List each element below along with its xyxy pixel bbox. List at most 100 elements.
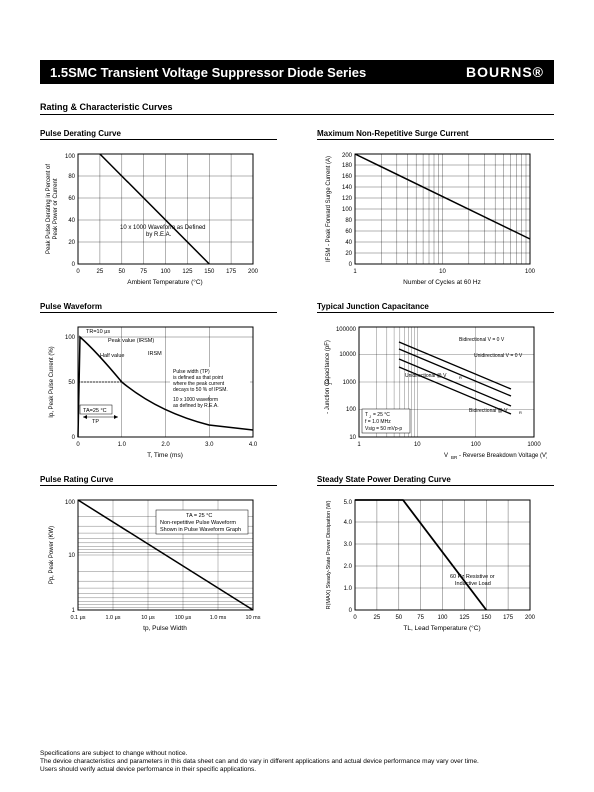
svg-text:Inductive Load: Inductive Load: [455, 581, 491, 587]
svg-text:10000: 10000: [339, 352, 356, 358]
chart-surge-current: Maximum Non-Repetitive Surge Current: [317, 129, 554, 286]
chart-title: Pulse Waveform: [40, 302, 277, 313]
svg-text:R(MAX) Steady-State Power Diss: R(MAX) Steady-State Power Dissipation (W…: [326, 500, 332, 609]
svg-text:Number of Cycles at 60 Hz: Number of Cycles at 60 Hz: [403, 279, 481, 286]
footer-line: The device characteristics and parameter…: [40, 758, 554, 766]
chart-pulse-derating: Pulse Derating Curve: [40, 129, 277, 286]
chart-svg: TR=10 μs Peak value (IRSM) Half value IR…: [40, 319, 270, 459]
svg-text:TL, Lead Temperature (°C): TL, Lead Temperature (°C): [403, 624, 480, 632]
svg-text:100000: 100000: [336, 327, 357, 333]
svg-text:Bidirectional @ V: Bidirectional @ V: [469, 408, 508, 414]
footer-line: Specifications are subject to change wit…: [40, 750, 554, 758]
svg-text:1000: 1000: [343, 380, 357, 386]
svg-text:180: 180: [342, 163, 353, 169]
svg-text:by R.E.A.: by R.E.A.: [146, 232, 172, 238]
svg-text:Peak Pulse Derating in Percent: Peak Pulse Derating in Percent of: [46, 164, 52, 254]
svg-text:125: 125: [459, 615, 470, 621]
svg-text:Ambient Temperature (°C): Ambient Temperature (°C): [127, 278, 202, 286]
svg-text:Pp, Peak Power (KW): Pp, Peak Power (KW): [49, 526, 55, 584]
svg-text:tp, Pulse Width: tp, Pulse Width: [143, 625, 187, 632]
svg-text:50: 50: [68, 380, 75, 386]
svg-text:TR=10 μs: TR=10 μs: [86, 329, 110, 335]
svg-text:100: 100: [160, 269, 171, 275]
svg-text:V: V: [444, 453, 448, 459]
svg-text:2.0: 2.0: [161, 442, 170, 448]
svg-text:3.0: 3.0: [344, 542, 353, 548]
svg-text:0: 0: [349, 608, 353, 614]
svg-text:- Junction Capacitance (pF): - Junction Capacitance (pF): [325, 340, 331, 414]
svg-text:4.0: 4.0: [249, 442, 258, 448]
svg-text:80: 80: [68, 174, 75, 180]
svg-text:140: 140: [342, 185, 353, 191]
chart-svg: 02040 6080100 120140160 180200 110100 Nu…: [317, 146, 547, 286]
chart-title: Pulse Derating Curve: [40, 129, 277, 140]
svg-text:25: 25: [97, 269, 104, 275]
svg-text:25: 25: [374, 615, 381, 621]
svg-text:10: 10: [68, 553, 75, 559]
svg-text:as defined by R.E.A.: as defined by R.E.A.: [173, 403, 219, 409]
svg-text:1.0 ms: 1.0 ms: [210, 615, 227, 621]
svg-text:T, Time (ms): T, Time (ms): [147, 452, 183, 459]
svg-text:100 μs: 100 μs: [175, 615, 192, 621]
chart-pulse-rating: Pulse Rating Curve: [40, 475, 277, 632]
svg-text:20: 20: [68, 240, 75, 246]
svg-text:= 25 °C: = 25 °C: [373, 412, 390, 418]
brand-logo: BOURNS®: [466, 64, 544, 80]
svg-text:125: 125: [182, 269, 193, 275]
svg-text:100: 100: [65, 335, 76, 341]
svg-text:0: 0: [353, 615, 357, 621]
svg-text:1.0 μs: 1.0 μs: [105, 615, 120, 621]
svg-text:1: 1: [353, 269, 357, 275]
svg-text:0: 0: [76, 442, 80, 448]
chart-title: Steady State Power Derating Curve: [317, 475, 554, 486]
svg-text:75: 75: [140, 269, 147, 275]
svg-text:Ip, Peak Pulse Current (%): Ip, Peak Pulse Current (%): [49, 346, 55, 417]
svg-text:100: 100: [346, 407, 357, 413]
svg-text:Unidirectional V = 0 V: Unidirectional V = 0 V: [474, 353, 523, 359]
chart-title: Typical Junction Capacitance: [317, 302, 554, 313]
svg-text:decays to 50 % of IPSM.: decays to 50 % of IPSM.: [173, 387, 228, 393]
chart-svg: Bidirectional V = 0 V Unidirectional V =…: [317, 319, 547, 459]
svg-text:60 Hz Resistive or: 60 Hz Resistive or: [450, 574, 495, 580]
svg-text:Unidirectional @ V: Unidirectional @ V: [405, 373, 447, 379]
svg-text:1000: 1000: [527, 442, 541, 448]
footer-line: Users should verify actual device perfor…: [40, 766, 554, 774]
svg-text:3.0: 3.0: [205, 442, 214, 448]
svg-text:200: 200: [525, 615, 536, 621]
svg-text:0: 0: [349, 262, 353, 268]
svg-text:TP: TP: [92, 419, 99, 425]
svg-text:BR: BR: [451, 455, 458, 459]
svg-text:TA = 25 °C: TA = 25 °C: [186, 513, 212, 519]
svg-text:60: 60: [345, 229, 352, 235]
svg-text:1: 1: [72, 608, 76, 614]
svg-text:10 ms: 10 ms: [246, 615, 261, 621]
svg-text:Shown in Pulse Waveform Graph: Shown in Pulse Waveform Graph: [160, 527, 241, 533]
svg-text:175: 175: [226, 269, 237, 275]
chart-steady-state: Steady State Power Derating Curve 60 Hz …: [317, 475, 554, 632]
svg-text:10: 10: [414, 442, 421, 448]
svg-text:0: 0: [72, 435, 76, 441]
svg-text:- Reverse Breakdown Voltage (V: - Reverse Breakdown Voltage (V): [459, 453, 547, 459]
svg-text:175: 175: [503, 615, 514, 621]
svg-text:100: 100: [65, 500, 76, 506]
svg-text:Non-repetitive Pulse Waveform: Non-repetitive Pulse Waveform: [160, 520, 236, 526]
svg-text:2.0: 2.0: [344, 564, 353, 570]
chart-svg: 60 Hz Resistive or Inductive Load 01.02.…: [317, 492, 547, 632]
svg-text:T: T: [365, 412, 368, 418]
svg-text:50: 50: [395, 615, 402, 621]
chart-svg: 10 x 1000 Waveform as Defined by R.E.A. …: [40, 146, 270, 286]
svg-text:40: 40: [345, 240, 352, 246]
svg-text:IFSM - Peak Forward Surge Curr: IFSM - Peak Forward Surge Current (A): [326, 156, 332, 262]
svg-text:1.0: 1.0: [118, 442, 127, 448]
svg-text:200: 200: [342, 153, 353, 159]
title-bar: 1.5SMC Transient Voltage Suppressor Diod…: [40, 60, 554, 84]
svg-text:100: 100: [525, 269, 536, 275]
chart-pulse-waveform: Pulse Waveform TR=10 μs Peak val: [40, 302, 277, 459]
svg-text:IRSM: IRSM: [148, 351, 162, 357]
chart-title: Pulse Rating Curve: [40, 475, 277, 486]
svg-text:80: 80: [345, 218, 352, 224]
svg-text:20: 20: [345, 251, 352, 257]
svg-text:10: 10: [349, 435, 356, 441]
svg-text:f = 1.0 MHz: f = 1.0 MHz: [365, 419, 391, 425]
svg-text:10: 10: [439, 269, 446, 275]
